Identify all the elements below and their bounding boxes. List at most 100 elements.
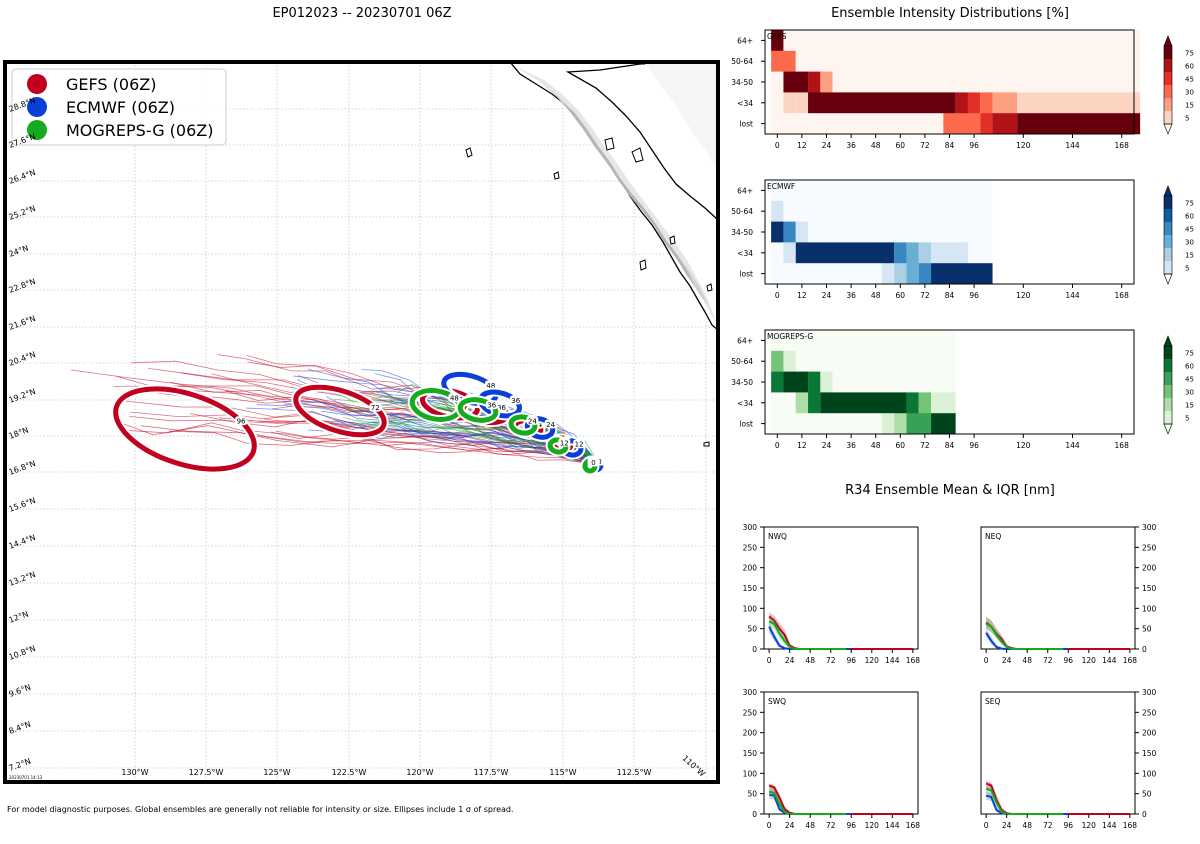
heatmap-cell (783, 92, 796, 114)
r34-frame (980, 691, 1136, 815)
gefs-member-track (168, 430, 601, 466)
mogreps-hour-label: 0 (591, 459, 595, 467)
r34-panel-label: NEQ (985, 532, 1001, 541)
heatmap-cell (771, 263, 882, 285)
r34-xtick-label: 48 (1022, 821, 1032, 830)
mogreps-hour-label-bg (558, 437, 571, 447)
mogreps-ellipse-ring (508, 414, 538, 436)
gefs-ellipse-96: 96 (111, 384, 259, 474)
map-timestamp: 20230701 14:13 (9, 775, 43, 780)
colorbar-segment (1164, 411, 1172, 424)
heatmap-xlabel: 12 (797, 141, 807, 150)
heatmap-cell (1017, 92, 1141, 114)
r34-ytick-label: 200 (743, 564, 758, 573)
colorbar-tick-label: 5 (1185, 415, 1189, 423)
heatmap-ylabel: lost (739, 120, 753, 129)
r34-ytick-label: 100 (1142, 769, 1157, 778)
heatmap-ylabel: 50-64 (731, 57, 753, 66)
colorbar-tick-label: 45 (1185, 76, 1194, 84)
colorbar-tick-label: 30 (1185, 389, 1194, 397)
intensity-heatmaps: 64+ 50-64 34-50 <34 lost GEFS 0 12 24 36 48 60 72 84 9… (731, 29, 1194, 450)
heatmap-cell (795, 242, 895, 264)
heatmap-xlabel: 120 (1016, 291, 1031, 300)
heatmap-xlabel: 168 (1115, 441, 1130, 450)
r34-ytick-label: 150 (743, 584, 758, 593)
heatmap-xlabel: 72 (920, 441, 930, 450)
lon-label: 127.5°W (189, 768, 224, 777)
heatmap-ylabel: 64+ (737, 36, 753, 45)
heatmap-cell (906, 413, 932, 435)
heatmap-ylabel: lost (739, 420, 753, 429)
legend-marker-ecmwf (27, 97, 47, 117)
heatmap-cell (931, 413, 956, 435)
r34-ytick-label: 300 (743, 523, 758, 532)
r34-xtick-label: 24 (1002, 821, 1012, 830)
heatmap-cell (894, 263, 907, 285)
heatmap-xlabel: 48 (871, 441, 881, 450)
heatmap-xlabel: 0 (775, 441, 780, 450)
heatmap-panel-label: ECMWF (767, 182, 795, 191)
heatmap-cell (992, 92, 1018, 114)
colorbar-extend-top (1163, 35, 1173, 47)
heatmap-cell (1017, 113, 1141, 135)
heatmap-cell (771, 50, 796, 72)
gefs-member-track (270, 431, 601, 466)
heatmap-xlabel: 168 (1115, 141, 1130, 150)
heatmap-xlabel: 12 (797, 441, 807, 450)
heatmap-ecmwf: 64+ 50-64 34-50 <34 lost ECMWF 0 12 24 36 48 60 72 84… (731, 179, 1194, 300)
colorbar-tick-label: 60 (1185, 363, 1194, 371)
heatmap-cell (783, 350, 796, 372)
ecmwf-hour-label: 24 (546, 421, 555, 429)
heatmap-ylabel: 50-64 (731, 207, 753, 216)
colorbar-extend-top (1163, 335, 1173, 347)
heatmap-cell (906, 263, 919, 285)
r34-xtick-label: 144 (885, 821, 900, 830)
colorbar-tick-label: 5 (1185, 115, 1189, 123)
heatmap-xlabel: 84 (945, 441, 955, 450)
heatmap-xlabel: 60 (896, 441, 906, 450)
r34-ytick-label: 300 (1142, 688, 1157, 697)
heatmap-cell (771, 71, 784, 93)
ecmwf-ellipse-24: 24 (522, 414, 558, 442)
heatmap-cell (771, 200, 784, 222)
mogreps-hour-label: 12 (560, 439, 569, 447)
spread-ellipses: 9672483624120483624120483624120 (111, 369, 606, 476)
legend-label-mogreps: MOGREPS-G (06Z) (66, 121, 213, 140)
heatmap-cell (783, 71, 809, 93)
heatmap-cell (771, 180, 993, 202)
heatmap-cell (808, 71, 821, 93)
map-title: EP012023 -- 20230701 06Z (272, 6, 451, 21)
r34-xtick-label: 72 (826, 821, 836, 830)
mogreps-ellipse-ring (457, 397, 499, 423)
r34-ytick-label: 50 (1142, 790, 1152, 799)
heatmap-cell (771, 113, 944, 135)
heatmap-cell (832, 71, 1141, 93)
r34-ytick-label: 250 (1142, 543, 1157, 552)
r34-xtick-label: 48 (805, 821, 815, 830)
r34-panel-label: SWQ (768, 697, 786, 706)
heatmap-mogreps-g: 64+ 50-64 34-50 <34 lost MOGREPS-G 0 12 24 36 48 60… (731, 329, 1194, 450)
colorbar-tick-label: 5 (1185, 265, 1189, 273)
heatmap-ylabel: <34 (737, 99, 753, 108)
heatmap-cell (783, 30, 1141, 52)
heatmap-cell (980, 92, 993, 114)
r34-ytick-label: 0 (752, 645, 757, 654)
r34-ytick-label: 200 (743, 729, 758, 738)
colorbar-tick-label: 75 (1185, 200, 1194, 208)
ecmwf-hour-label-bg (509, 395, 522, 405)
ecmwf-member-track (256, 404, 601, 466)
heatmap-xlabel: 36 (846, 141, 856, 150)
colorbar-frame (1163, 345, 1173, 425)
gefs-hour-label-bg (235, 416, 248, 426)
r34-frame (763, 691, 919, 815)
heatmap-xlabel: 96 (969, 291, 979, 300)
heatmap-xlabel: 36 (846, 291, 856, 300)
r34-xtick-label: 72 (826, 656, 836, 665)
colorbar-mogreps-g: 5 15 30 45 60 75 (1163, 335, 1194, 435)
r34-xtick-label: 72 (1043, 821, 1053, 830)
map-footnote: For model diagnostic purposes. Global en… (7, 805, 514, 814)
gefs-ellipse-72: 72 (291, 382, 389, 440)
r34-frame (980, 526, 1136, 650)
heatmap-xlabel: 72 (920, 291, 930, 300)
